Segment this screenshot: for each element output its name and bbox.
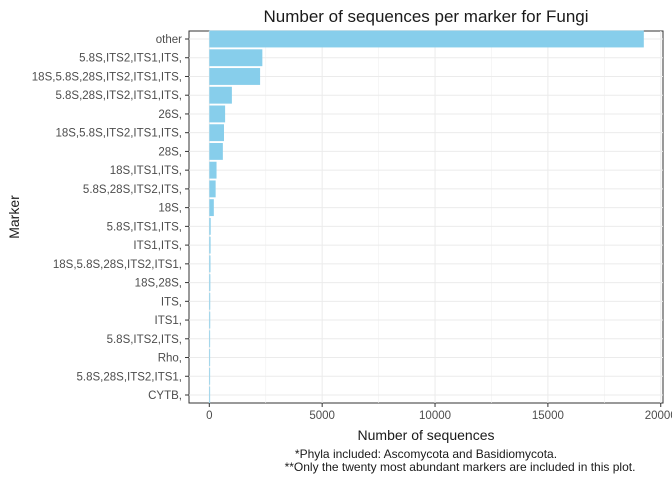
bar — [209, 386, 211, 404]
y-tick-label: 5.8S,ITS2,ITS1,ITS, — [79, 53, 182, 65]
y-tick-label: 28S, — [158, 146, 182, 158]
bar — [209, 30, 644, 48]
y-tick-labels: other5.8S,ITS2,ITS1,ITS,18S,5.8S,28S,ITS… — [32, 34, 189, 402]
y-tick-label: 5.8S,28S,ITS2,ITS1, — [77, 371, 182, 383]
bar — [209, 161, 217, 179]
y-tick-label: ITS, — [161, 296, 182, 308]
bar — [209, 255, 211, 273]
bar — [209, 49, 263, 67]
bar — [209, 199, 214, 217]
y-tick-label: 18S,ITS1,ITS, — [110, 165, 182, 177]
y-tick-label: Rho, — [158, 353, 182, 365]
y-tick-label: 18S, — [158, 203, 182, 215]
y-tick-label: 18S,5.8S,28S,ITS2,ITS1,ITS, — [32, 71, 182, 83]
bar — [209, 311, 211, 329]
y-tick-label: 5.8S,28S,ITS2,ITS1,ITS, — [55, 90, 182, 102]
caption-phyla: *Phyla included: Ascomycota and Basidiom… — [295, 447, 557, 461]
bar — [209, 292, 211, 310]
x-tick-label: 15000 — [532, 410, 564, 422]
bar — [209, 367, 211, 385]
bar — [209, 349, 211, 366]
plot-panel — [188, 30, 664, 404]
y-axis-title: Marker — [6, 195, 22, 239]
x-axis-title: Number of sequences — [358, 427, 495, 443]
y-tick-label: 5.8S,ITS1,ITS, — [107, 221, 182, 233]
bar — [209, 86, 232, 104]
y-tick-label: 5.8S,28S,ITS2,ITS, — [83, 184, 182, 196]
bars — [209, 30, 644, 404]
bar — [209, 217, 211, 235]
bar — [209, 236, 211, 254]
chart-title: Number of sequences per marker for Fungi — [263, 7, 588, 26]
bar — [209, 330, 211, 348]
y-tick-label: ITS1,ITS, — [133, 240, 182, 252]
x-tick-label: 5000 — [309, 410, 335, 422]
y-tick-label: 18S,5.8S,ITS2,ITS1,ITS, — [55, 128, 182, 140]
y-tick-label: 18S,5.8S,28S,ITS2,ITS1, — [53, 259, 182, 271]
x-tick-labels: 0 5000 10000 15000 20000 — [206, 403, 672, 422]
bar — [209, 68, 261, 85]
bar — [209, 105, 226, 123]
bar — [209, 142, 223, 160]
x-tick-label: 20000 — [645, 410, 672, 422]
y-tick-label: 5.8S,ITS2,ITS, — [107, 334, 182, 346]
y-tick-label: ITS1, — [155, 315, 182, 327]
y-tick-label: CYTB, — [148, 390, 182, 402]
y-tick-label: 18S,28S, — [135, 278, 182, 290]
y-tick-label: other — [156, 34, 182, 46]
x-tick-label: 0 — [206, 410, 212, 422]
bar — [209, 274, 211, 292]
x-tick-label: 10000 — [419, 410, 451, 422]
bar — [209, 180, 216, 198]
caption-top-markers: **Only the twenty most abundant markers … — [285, 460, 636, 474]
grid-lines — [189, 31, 663, 403]
bar — [209, 124, 224, 142]
y-tick-label: 26S, — [158, 109, 182, 121]
